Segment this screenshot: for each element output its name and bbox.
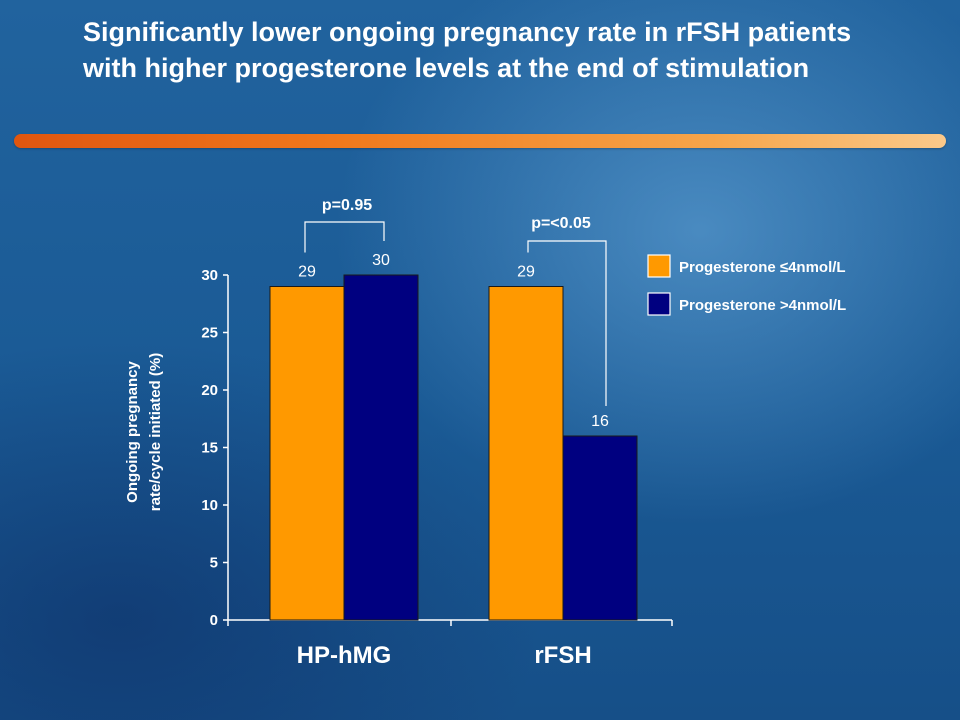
bar-value-label: 29	[298, 264, 316, 281]
y-tick-label: 10	[201, 497, 218, 514]
bar-hp-hmg-series-2	[343, 274, 419, 621]
legend-label: Progesterone >4nmol/L	[679, 297, 846, 314]
legend-label: Progesterone ≤4nmol/L	[679, 259, 846, 276]
p-value-rfsh: p=<0.05	[531, 215, 591, 232]
bar-value-label: 29	[517, 264, 535, 281]
significance-bracket-rfsh	[527, 240, 607, 406]
y-tick-label: 25	[201, 325, 218, 342]
bar-value-label: 30	[372, 252, 390, 269]
slide-title: Significantly lower ongoing pregnancy ra…	[83, 17, 852, 83]
significance-bracket-hp-hmg	[304, 221, 385, 253]
legend-swatch-series-2	[647, 292, 671, 316]
bar-hp-hmg-series-1	[269, 286, 345, 621]
y-tick-label: 15	[201, 440, 218, 457]
y-axis-title-line: Ongoing pregnancy	[124, 361, 141, 503]
y-tick-label: 20	[201, 382, 218, 399]
x-category-label: HP-hMG	[297, 642, 392, 669]
y-axis-title-line: rate/cycle initiated (%)	[147, 353, 164, 511]
title-underline-bar	[14, 134, 946, 148]
p-value-hp-hmg: p=0.95	[322, 197, 372, 214]
x-category-label: rFSH	[534, 642, 591, 669]
y-tick-label: 0	[210, 612, 218, 629]
y-tick-label: 30	[201, 267, 218, 284]
y-tick-label: 5	[210, 555, 218, 572]
y-axis-title: Ongoing pregnancy rate/cycle initiated (%…	[124, 353, 164, 511]
bar-rfsh-series-1	[488, 286, 564, 621]
legend-swatch-series-1	[647, 254, 671, 278]
bar-rfsh-series-2	[562, 435, 638, 621]
bar-value-label: 16	[591, 413, 609, 430]
